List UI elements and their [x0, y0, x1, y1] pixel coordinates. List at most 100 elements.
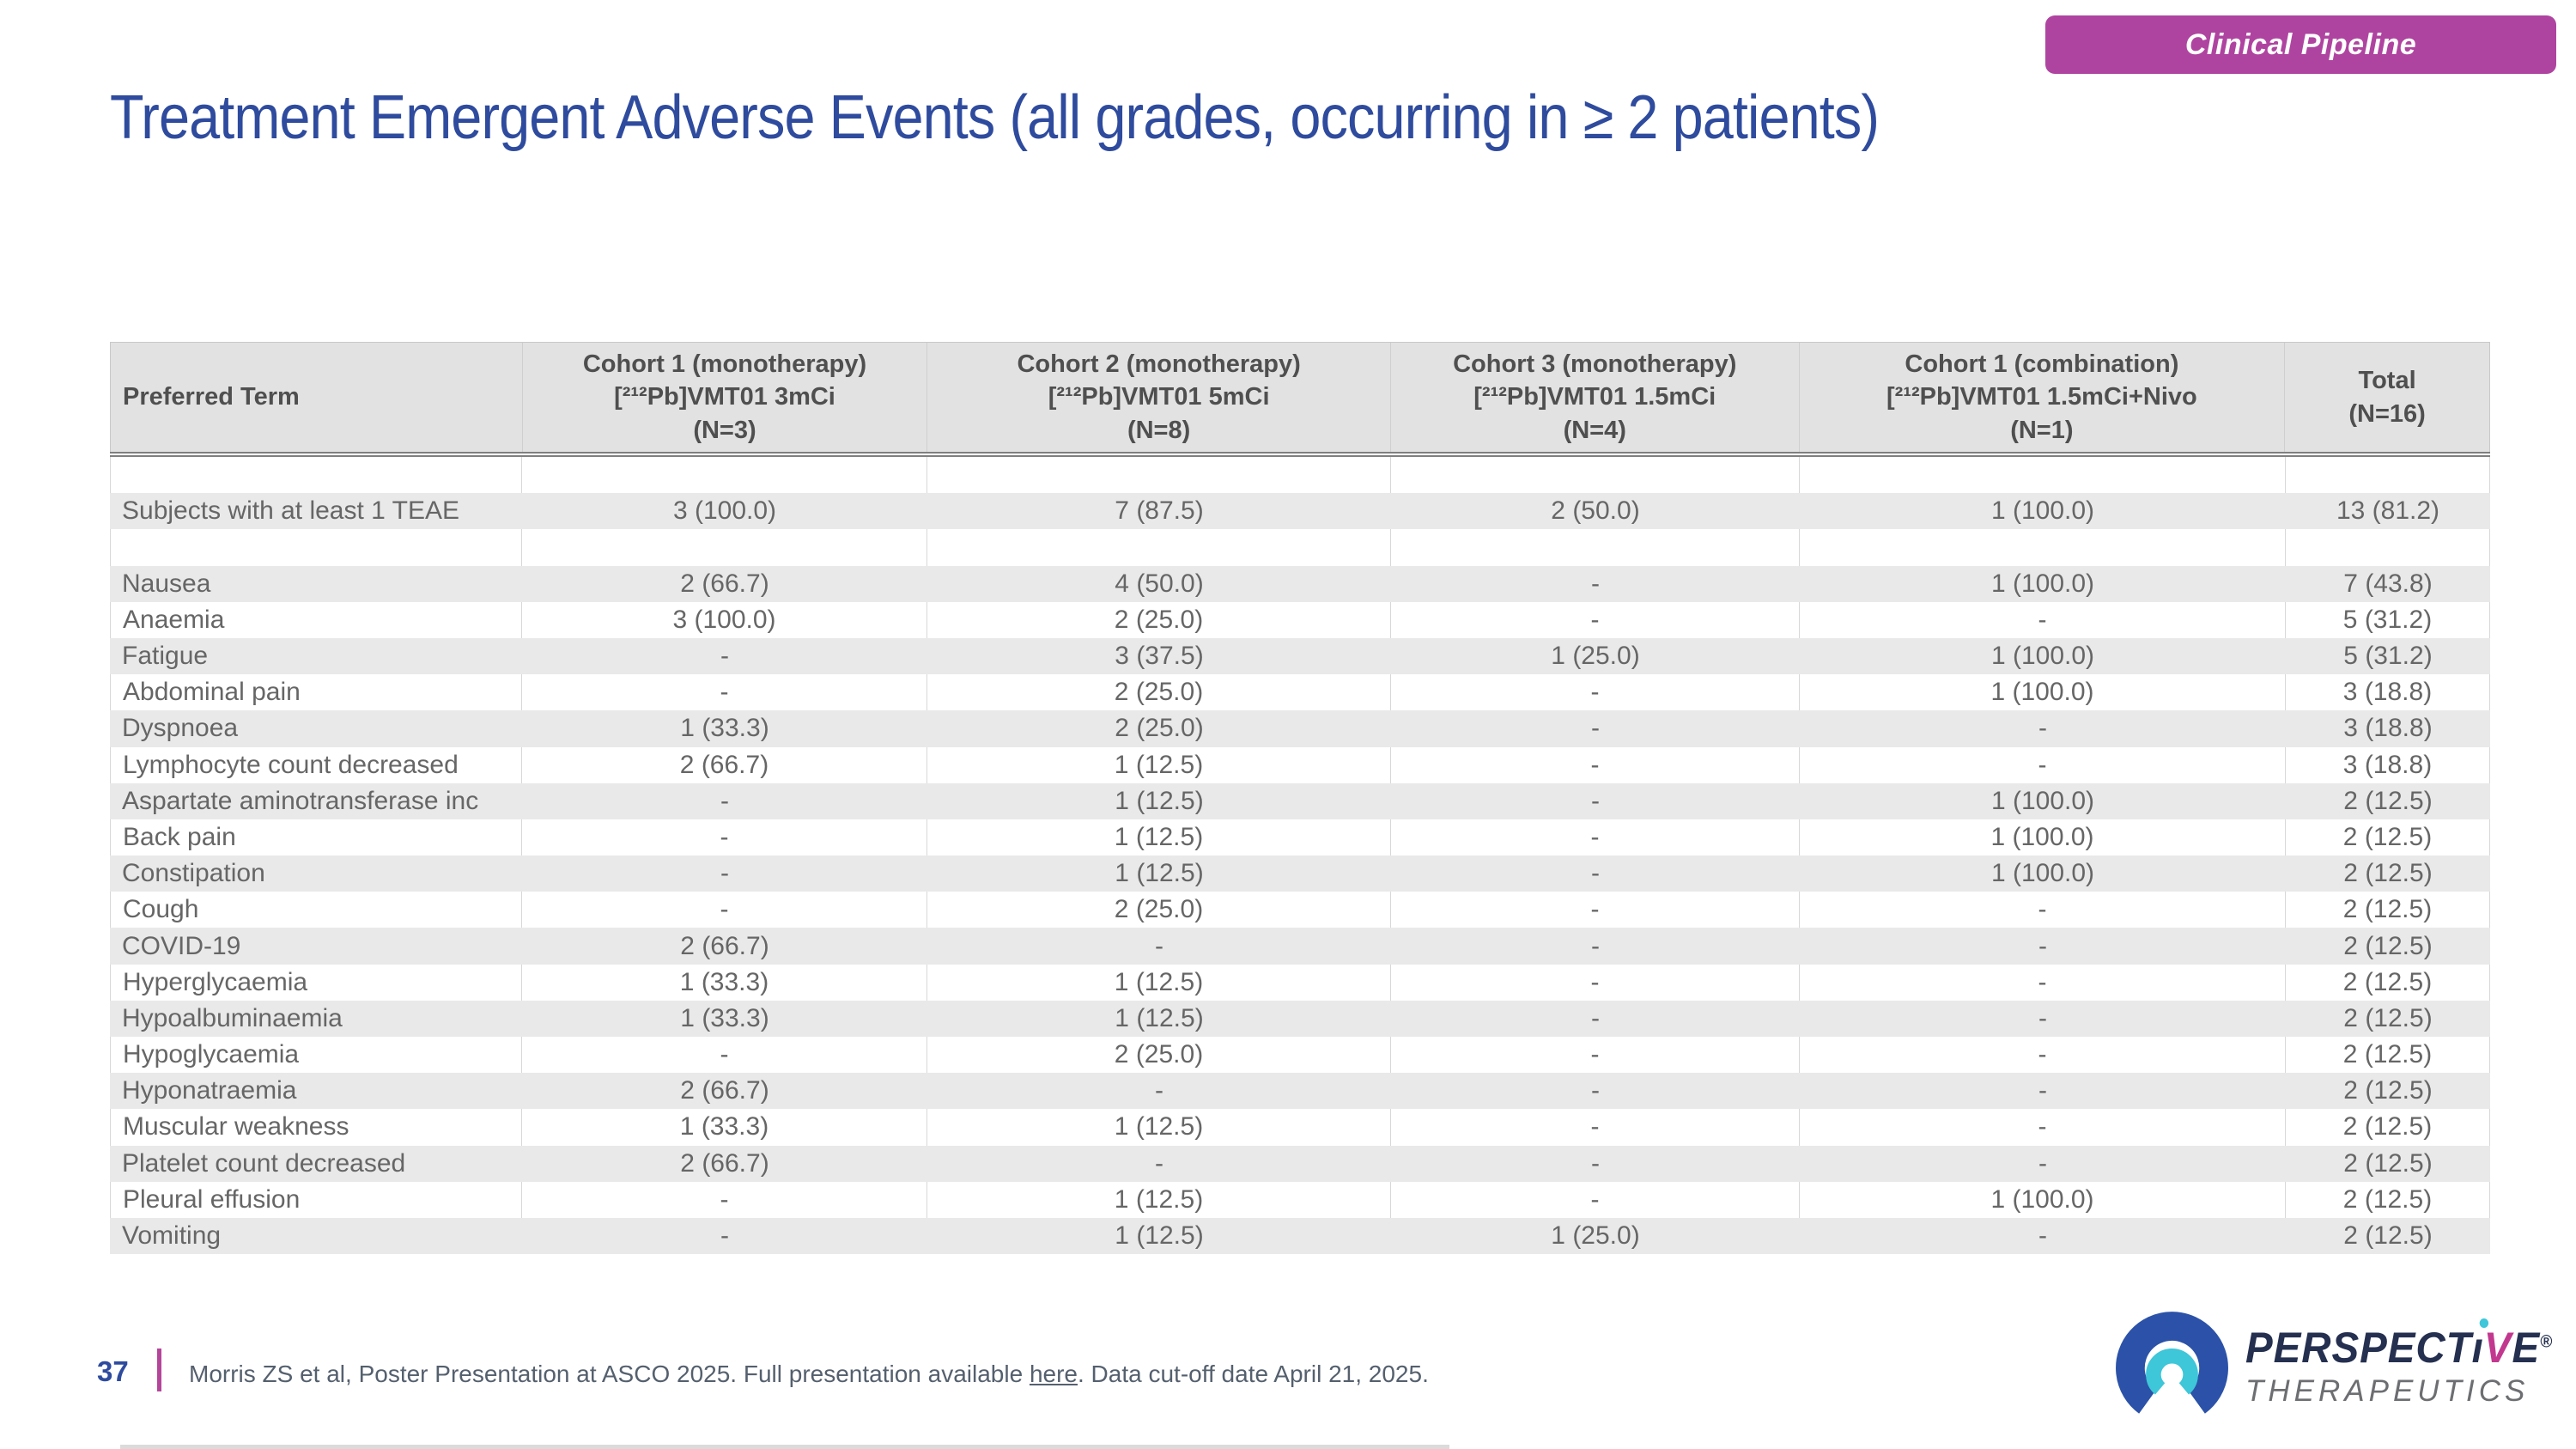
logo-line-perspective: PERSPECT ıVE®	[2245, 1318, 2553, 1372]
footer-accent-bar	[157, 1349, 161, 1391]
value-cell: 2 (12.5)	[2286, 1109, 2490, 1146]
value-cell: 2 (12.5)	[2286, 964, 2490, 1001]
value-cell: -	[1391, 674, 1800, 711]
preferred-term-cell: Vomiting	[122, 1221, 222, 1251]
value-cell	[1391, 529, 1800, 566]
value-cell: -	[1591, 931, 1600, 960]
value-cell: -	[1155, 1076, 1163, 1105]
value-cell: -	[2038, 714, 2047, 743]
value-cell: 2 (25.0)	[927, 1037, 1391, 1074]
badge-label: Clinical Pipeline	[2184, 27, 2417, 61]
citation-prefix: Morris ZS et al, Poster Presentation at …	[189, 1361, 1030, 1387]
value-cell: -	[1800, 964, 2286, 1001]
value-cell: -	[1391, 819, 1800, 856]
value-cell: 2 (12.5)	[2286, 892, 2490, 928]
value-cell: 2 (66.7)	[680, 1076, 769, 1105]
value-cell: -	[522, 892, 927, 928]
value-cell: 2 (12.5)	[2343, 1076, 2433, 1105]
value-cell: 5 (31.2)	[2343, 642, 2433, 671]
preferred-term-cell: Abdominal pain	[110, 674, 522, 711]
value-cell: -	[1591, 569, 1600, 598]
logo-wordmark: PERSPECT ıVE® THERAPEUTICS	[2245, 1318, 2569, 1406]
value-cell	[927, 457, 1391, 494]
preferred-term-cell: Nausea	[122, 569, 211, 598]
preferred-term-cell: Aspartate aminotransferase inc	[122, 786, 479, 815]
bottom-edge-strip	[120, 1445, 1449, 1449]
value-cell	[1800, 457, 2286, 494]
adverse-events-table: Preferred Term Cohort 1 (monotherapy) [²…	[110, 342, 2490, 1255]
header-preferred-term: Preferred Term	[111, 343, 523, 452]
value-cell	[927, 529, 1391, 566]
value-cell: -	[1800, 746, 2286, 783]
value-cell: 3 (18.8)	[2343, 714, 2433, 743]
preferred-term-cell: Cough	[110, 892, 522, 928]
value-cell: -	[1800, 601, 2286, 638]
preferred-term-cell: Platelet count decreased	[122, 1148, 406, 1178]
value-cell: 1 (12.5)	[927, 964, 1391, 1001]
preferred-term-cell: Dyspnoea	[122, 714, 239, 743]
table-row: Lymphocyte count decreased 2 (66.7) 1 (12.…	[110, 746, 2490, 783]
value-cell: 1 (100.0)	[1800, 1181, 2286, 1218]
value-cell: 1 (100.0)	[1800, 674, 2286, 711]
table-header-row: Preferred Term Cohort 1 (monotherapy) [²…	[110, 342, 2490, 452]
table-row: Vomiting - 1 (12.5) 1 (25.0) - 2 (12.5)	[110, 1217, 2490, 1255]
preferred-term-cell: Lymphocyte count decreased	[110, 746, 522, 783]
header-cohort-3-mono: Cohort 3 (monotherapy) [²¹²Pb]VMT01 1.5m…	[1391, 343, 1800, 452]
value-cell: -	[522, 1181, 927, 1218]
value-cell: 1 (100.0)	[1990, 496, 2095, 526]
value-cell: 2 (66.7)	[680, 1148, 769, 1178]
value-cell: -	[720, 859, 729, 888]
value-cell: -	[522, 1037, 927, 1074]
logo-letter-i: ı	[2472, 1318, 2488, 1369]
preferred-term-cell: Muscular weakness	[110, 1109, 522, 1146]
clinical-pipeline-badge: Clinical Pipeline	[2045, 15, 2556, 74]
preferred-term-cell: Hypoalbuminaemia	[122, 1003, 343, 1032]
value-cell: 1 (33.3)	[680, 1003, 769, 1032]
value-cell: 2 (12.5)	[2286, 1037, 2490, 1074]
value-cell: -	[1155, 931, 1163, 960]
header-divider	[110, 452, 2490, 457]
value-cell: -	[1591, 1148, 1600, 1178]
value-cell: 1 (33.3)	[680, 714, 769, 743]
value-cell: 1 (100.0)	[1990, 569, 2095, 598]
value-cell: 1 (12.5)	[927, 746, 1391, 783]
preferred-term-cell: COVID-19	[122, 931, 241, 960]
value-cell: 2 (12.5)	[2286, 819, 2490, 856]
value-cell: -	[1155, 1148, 1163, 1178]
value-cell: 1 (12.5)	[1115, 1221, 1204, 1251]
value-cell: 2 (12.5)	[2343, 1003, 2433, 1032]
value-cell: -	[1800, 1037, 2286, 1074]
table-row: Nausea 2 (66.7) 4 (50.0) - 1 (100.0) 7 (43.8)	[110, 565, 2490, 602]
citation: Morris ZS et al, Poster Presentation at …	[189, 1361, 1429, 1388]
value-cell: 7 (43.8)	[2343, 569, 2433, 598]
logo-letter-v: V	[2483, 1324, 2512, 1372]
preferred-term-cell: Fatigue	[122, 642, 209, 671]
value-cell: 2 (12.5)	[2343, 786, 2433, 815]
value-cell: 13 (81.2)	[2336, 496, 2440, 526]
value-cell: 3 (100.0)	[522, 601, 927, 638]
table-row: Hyperglycaemia 1 (33.3) 1 (12.5) - -2 (12.5)	[110, 964, 2490, 1001]
logo-i-teal-dot	[2479, 1318, 2488, 1328]
value-cell: 1 (100.0)	[1990, 859, 2095, 888]
value-cell: 3 (18.8)	[2286, 674, 2490, 711]
table-row: Subjects with at least 1 TEAE 3 (100.0) 7 …	[110, 493, 2490, 530]
value-cell: -	[1591, 786, 1600, 815]
value-cell: 2 (12.5)	[2343, 1221, 2433, 1251]
value-cell: -	[1591, 859, 1600, 888]
table-row: Anaemia 3 (100.0) 2 (25.0) - -5 (31.2)	[110, 601, 2490, 638]
value-cell: 3 (37.5)	[1115, 642, 1204, 671]
value-cell	[522, 529, 927, 566]
value-cell: 1 (12.5)	[927, 1109, 1391, 1146]
citation-suffix: . Data cut-off date April 21, 2025.	[1077, 1361, 1429, 1387]
value-cell: 4 (50.0)	[1115, 569, 1204, 598]
table-spacer-row	[110, 457, 2490, 494]
table-spacer-row	[110, 529, 2490, 566]
value-cell: -	[1391, 601, 1800, 638]
header-cohort-1-combo: Cohort 1 (combination) [²¹²Pb]VMT01 1.5m…	[1800, 343, 2286, 452]
table-row: Constipation - 1 (12.5) - 1 (100.0) 2 (12.5)	[110, 855, 2490, 892]
header-total: Total (N=16)	[2348, 367, 2426, 428]
here-link[interactable]: here	[1029, 1361, 1078, 1387]
value-cell: -	[720, 1221, 729, 1251]
perspective-therapeutics-logo: PERSPECT ıVE® THERAPEUTICS	[2114, 1307, 2569, 1423]
value-cell: 1 (33.3)	[522, 1109, 927, 1146]
